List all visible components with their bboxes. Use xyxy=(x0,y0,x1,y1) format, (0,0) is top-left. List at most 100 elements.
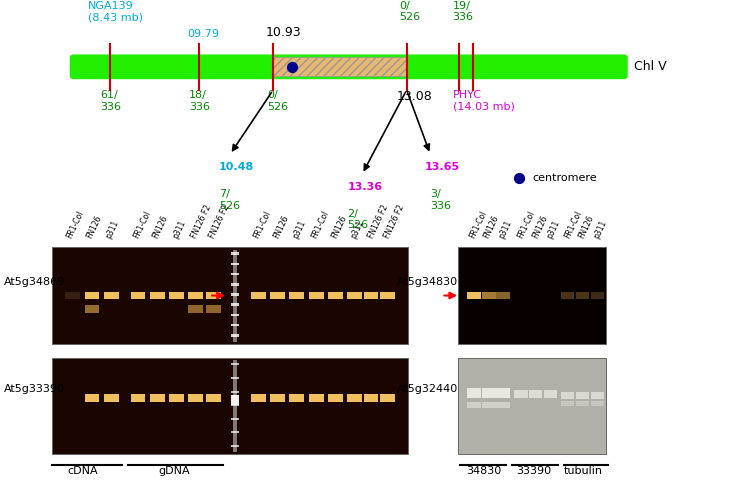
Bar xyxy=(364,394,378,402)
Bar xyxy=(104,394,119,402)
Bar xyxy=(206,394,221,402)
Point xyxy=(513,174,525,182)
Bar xyxy=(561,401,574,406)
Bar xyxy=(328,292,343,299)
Text: FN126: FN126 xyxy=(272,214,290,240)
Bar xyxy=(591,401,604,406)
Bar xyxy=(231,252,239,255)
Bar xyxy=(231,314,239,316)
Bar xyxy=(231,431,239,434)
Bar xyxy=(482,292,496,299)
Bar xyxy=(496,292,510,299)
Bar xyxy=(309,292,324,299)
Bar xyxy=(233,250,237,342)
Bar xyxy=(591,392,604,399)
Text: 3/
336: 3/ 336 xyxy=(430,189,451,211)
Bar xyxy=(561,392,574,399)
Bar xyxy=(188,305,203,313)
Bar xyxy=(231,391,239,393)
Text: FN126 F2: FN126 F2 xyxy=(208,203,231,240)
Bar xyxy=(231,377,239,379)
Text: p311: p311 xyxy=(171,219,187,240)
Bar xyxy=(380,292,395,299)
Text: p311: p311 xyxy=(497,219,513,240)
Bar xyxy=(231,334,239,337)
Text: FN126: FN126 xyxy=(577,214,596,240)
Text: 10.93: 10.93 xyxy=(266,26,301,39)
Bar xyxy=(231,273,239,275)
Text: FR1-Col: FR1-Col xyxy=(562,210,583,240)
Bar xyxy=(52,248,408,344)
Bar xyxy=(467,292,481,299)
Text: Chl V: Chl V xyxy=(634,60,667,73)
Bar xyxy=(206,292,221,299)
Text: FR1-Col: FR1-Col xyxy=(65,210,85,240)
Text: At5g33390: At5g33390 xyxy=(4,384,65,394)
Bar xyxy=(347,394,362,402)
Bar xyxy=(514,390,528,398)
Bar xyxy=(231,283,239,286)
Bar xyxy=(458,358,606,454)
Text: cDNA: cDNA xyxy=(68,466,99,476)
Bar xyxy=(231,293,239,296)
Bar xyxy=(231,263,239,265)
Bar xyxy=(364,292,378,299)
Bar xyxy=(169,292,184,299)
Text: FR1-Col: FR1-Col xyxy=(467,210,488,240)
Text: FN126: FN126 xyxy=(531,214,549,240)
Text: 13.65: 13.65 xyxy=(424,162,459,172)
Text: FN126 F2: FN126 F2 xyxy=(190,203,213,240)
Text: FN126: FN126 xyxy=(329,214,348,240)
Bar xyxy=(591,292,604,299)
Text: p311: p311 xyxy=(545,219,562,240)
Bar xyxy=(231,445,239,447)
Bar xyxy=(467,388,481,398)
Text: FR1-Col: FR1-Col xyxy=(310,210,331,240)
Text: 2/
526: 2/ 526 xyxy=(347,209,368,231)
Text: 34830: 34830 xyxy=(466,466,502,476)
Bar xyxy=(544,390,557,398)
Bar xyxy=(85,292,99,299)
Bar xyxy=(231,363,239,365)
Bar xyxy=(231,404,239,406)
Bar xyxy=(131,394,145,402)
Bar xyxy=(150,292,165,299)
Bar xyxy=(85,394,99,402)
Text: 10.48: 10.48 xyxy=(219,162,255,172)
Text: p311: p311 xyxy=(592,219,608,240)
Text: 13.36: 13.36 xyxy=(347,182,382,192)
Bar xyxy=(347,292,362,299)
Bar xyxy=(273,57,407,76)
Text: 18/
336: 18/ 336 xyxy=(189,90,210,112)
Point xyxy=(286,63,298,71)
Bar xyxy=(169,394,184,402)
Bar xyxy=(482,402,496,408)
Text: FN126: FN126 xyxy=(151,214,170,240)
Text: PHYC
(14.03 mb): PHYC (14.03 mb) xyxy=(453,90,514,112)
Bar xyxy=(309,394,324,402)
Text: At5g32440: At5g32440 xyxy=(397,384,459,394)
FancyBboxPatch shape xyxy=(70,54,628,79)
Bar xyxy=(150,394,165,402)
Bar xyxy=(270,292,285,299)
Bar xyxy=(380,394,395,402)
Text: 0/
526: 0/ 526 xyxy=(399,0,420,22)
Text: FN126: FN126 xyxy=(482,214,501,240)
Bar xyxy=(85,305,99,313)
Bar xyxy=(328,394,343,402)
Bar xyxy=(561,292,574,299)
Text: 7/
526: 7/ 526 xyxy=(219,189,240,211)
Bar xyxy=(529,390,542,398)
Text: FN126 F2: FN126 F2 xyxy=(367,203,390,240)
Bar xyxy=(188,394,203,402)
Bar xyxy=(231,303,239,306)
Text: NGA139
(8.43 mb): NGA139 (8.43 mb) xyxy=(88,0,142,22)
Bar xyxy=(289,394,304,402)
Text: FR1-Col: FR1-Col xyxy=(132,210,153,240)
Bar xyxy=(231,418,239,420)
Bar xyxy=(576,401,589,406)
Bar xyxy=(467,402,481,408)
Text: centromere: centromere xyxy=(533,173,597,183)
Text: FN126 F2: FN126 F2 xyxy=(383,203,406,240)
Text: 33390: 33390 xyxy=(516,466,552,476)
